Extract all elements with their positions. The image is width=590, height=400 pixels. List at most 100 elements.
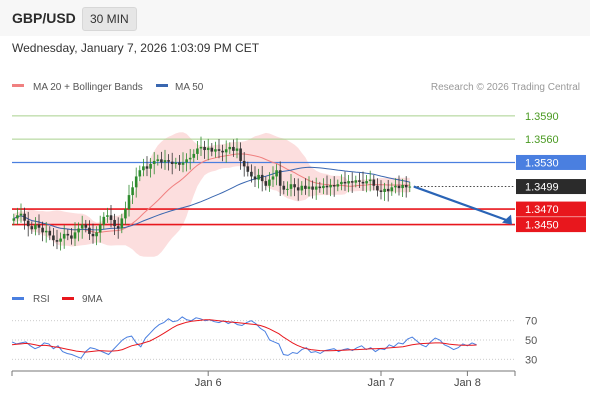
candle-body: [210, 147, 214, 152]
candle-body: [120, 218, 124, 229]
candle-body: [62, 233, 66, 239]
candle-body: [358, 180, 361, 182]
candle-body: [242, 160, 246, 167]
level-tag-1.3470: [516, 201, 586, 217]
candle-body: [368, 179, 372, 182]
level-tag-1.3450: [516, 217, 586, 233]
rsi-ma-legend-label: 9MA: [82, 294, 103, 305]
candle-body: [271, 176, 275, 180]
candle-body: [325, 185, 329, 188]
candle-body: [19, 213, 23, 216]
x-tick-label: Jan 6: [195, 377, 222, 389]
candle-body: [246, 166, 250, 172]
candle-body: [343, 181, 347, 184]
last-price-label: 1.3499: [525, 182, 559, 194]
candle-body: [84, 224, 88, 228]
level-label-1.3530: 1.3530: [525, 157, 559, 169]
candle-body: [131, 187, 134, 196]
candle-body: [156, 159, 160, 161]
candle-body: [322, 185, 325, 189]
candle-body: [347, 181, 350, 184]
candle-body: [264, 181, 268, 186]
level-label-1.3590: 1.3590: [525, 111, 559, 123]
last-price-tag: [516, 179, 586, 195]
candle-body: [44, 230, 48, 233]
rsi-ma-legend-swatch: [62, 297, 74, 300]
candle-body: [23, 213, 26, 221]
candle-body: [152, 160, 156, 165]
candle-body: [116, 226, 120, 229]
candle-body: [260, 174, 264, 182]
candle-body: [408, 186, 412, 188]
candle-body: [88, 227, 91, 234]
candle-body: [142, 166, 145, 171]
candle-body: [307, 186, 311, 189]
candle-body: [293, 184, 296, 188]
candle-body: [365, 181, 368, 184]
candle-body: [286, 188, 289, 190]
candle-body: [372, 179, 376, 186]
rsi-legend-swatch: [12, 297, 24, 300]
candle-body: [404, 184, 408, 188]
candle-body: [192, 153, 196, 158]
candle-body: [98, 224, 102, 233]
candle-body: [318, 186, 322, 189]
candle-body: [232, 146, 235, 151]
ma20-legend-label: MA 20 + Bollinger Bands: [33, 82, 143, 93]
candle-body: [224, 149, 228, 153]
datetime-label: Wednesday, January 7, 2026 1:03:09 PM CE…: [12, 41, 260, 55]
candle-body: [275, 170, 278, 177]
candle-body: [196, 148, 199, 154]
candle-body: [361, 181, 365, 184]
candle-body: [239, 148, 242, 161]
bollinger-band-area: [13, 132, 410, 257]
candle-body: [145, 166, 149, 169]
rsi-9ma-line: [11, 319, 477, 353]
candle-body: [55, 240, 59, 242]
candle-body: [386, 188, 390, 192]
candle-body: [26, 220, 30, 227]
candle-body: [311, 186, 314, 190]
candle-body: [34, 224, 37, 230]
candle-body: [178, 162, 181, 165]
candle-body: [253, 176, 257, 180]
candle-body: [397, 185, 401, 189]
candle-body: [250, 171, 253, 177]
candle-body: [59, 238, 62, 242]
candle-body: [106, 215, 109, 217]
candle-body: [203, 146, 206, 151]
level-label-1.3450: 1.3450: [525, 220, 559, 232]
candle-body: [80, 224, 84, 229]
level-label-1.3470: 1.3470: [525, 204, 559, 216]
candle-body: [390, 187, 394, 192]
candle-body: [199, 146, 203, 149]
candle-body: [102, 216, 106, 225]
candle-body: [235, 148, 239, 151]
level-label-1.3560: 1.3560: [525, 134, 559, 146]
candle-body: [134, 176, 138, 188]
candle-body: [214, 149, 217, 152]
candle-body: [332, 184, 336, 187]
candle-body: [127, 195, 131, 210]
candle-body: [296, 187, 300, 191]
candle-body: [350, 181, 354, 183]
credit-label: Research © 2026 Trading Central: [431, 82, 580, 93]
symbol-title: GBP/USD: [12, 10, 76, 26]
candle-body: [268, 179, 271, 186]
candle-body: [228, 146, 232, 150]
candle-body: [394, 185, 397, 188]
candle-body: [188, 157, 192, 160]
candle-body: [167, 160, 170, 162]
candle-body: [160, 159, 163, 163]
timeframe-button[interactable]: 30 MIN: [82, 7, 137, 31]
candle-body: [217, 149, 221, 151]
level-tag-1.3530: [516, 154, 586, 170]
candle-body: [170, 161, 174, 165]
candle-body: [282, 185, 286, 190]
rsi-legend-label: RSI: [33, 294, 50, 305]
candle-body: [37, 224, 41, 228]
candle-body: [300, 185, 304, 191]
candle-body: [138, 170, 142, 177]
